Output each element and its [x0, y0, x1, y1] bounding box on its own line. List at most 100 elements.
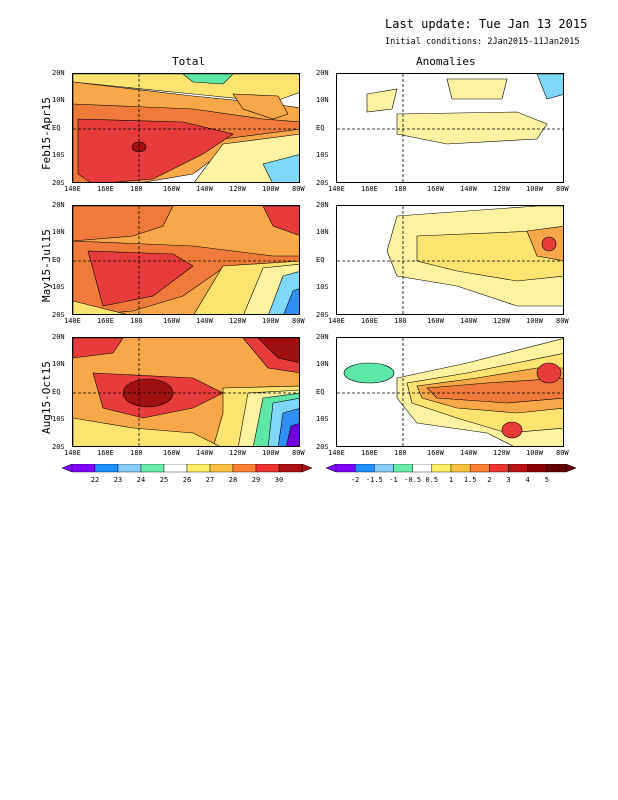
lat-tick-label: 10N: [52, 96, 65, 104]
colorbar-swatch: [117, 464, 142, 473]
lat-tick-label: 10N: [316, 360, 329, 368]
lat-tick-label: EQ: [316, 256, 325, 264]
lon-tick-label: 100W: [262, 449, 279, 457]
warm-pool-core: [131, 141, 147, 153]
lat-tick-label: 20S: [316, 179, 329, 187]
lat-tick-label: 20N: [316, 333, 329, 341]
colorbar-label: 29: [251, 476, 261, 484]
map-total-feb-apr: [72, 73, 300, 183]
contour-22-east: [286, 423, 299, 446]
lon-tick-label: 100W: [526, 449, 543, 457]
colorbar-swatch: [546, 464, 567, 473]
lon-tick-label: 100W: [262, 317, 279, 325]
column-title-total: Total: [172, 55, 206, 68]
lon-tick-label: 140W: [460, 185, 477, 193]
lon-tick-label: 180: [394, 449, 407, 457]
colorbar-label: 1.5: [463, 476, 477, 484]
lon-tick-label: 80W: [292, 185, 305, 193]
lon-tick-label: 140W: [460, 449, 477, 457]
lat-tick-label: 20S: [316, 443, 329, 451]
colorbar-swatch: [335, 464, 356, 473]
colorbar-arrow-left: [326, 464, 337, 473]
lon-tick-label: 120W: [493, 449, 510, 457]
colorbar-swatch: [489, 464, 509, 473]
lon-tick-label: 180: [394, 317, 407, 325]
contour-29: [77, 118, 234, 182]
anom-3-south: [501, 421, 523, 439]
colorbar-label: -0.5: [404, 476, 422, 484]
contour-29-north: [73, 206, 174, 242]
colorbar-label: 1: [448, 476, 454, 484]
lon-tick-label: 80W: [556, 449, 569, 457]
lon-tick-label: 160W: [163, 449, 180, 457]
colorbar-arrow-right: [301, 464, 312, 473]
lon-tick-label: 140E: [64, 317, 81, 325]
lon-tick-label: 180: [130, 185, 143, 193]
map-total-may-jul: [72, 205, 300, 315]
colorbar-swatch: [71, 464, 96, 473]
initial-conditions-text: Initial conditions: 2Jan2015-11Jan2015: [385, 37, 580, 47]
lon-tick-label: 120W: [229, 449, 246, 457]
east-warm-patch: [232, 93, 289, 120]
lon-tick-label: 120W: [229, 317, 246, 325]
lon-tick-label: 160E: [97, 317, 114, 325]
lon-tick-label: 140E: [64, 185, 81, 193]
lon-tick-label: 80W: [292, 449, 305, 457]
lat-tick-label: 10S: [316, 151, 329, 159]
lon-tick-label: 160E: [97, 449, 114, 457]
map-anomalies-may-jul: [336, 205, 564, 315]
lon-tick-label: 160W: [427, 449, 444, 457]
anom-patch-west: [366, 88, 398, 113]
nw-warm-patch: [73, 338, 124, 359]
lat-tick-label: 20N: [52, 201, 65, 209]
south-yellow: [73, 417, 220, 446]
lat-tick-label: 20N: [52, 69, 65, 77]
lon-tick-label: 160E: [361, 185, 378, 193]
map-anomalies-feb-apr: [336, 73, 564, 183]
anom-cool-west: [343, 362, 395, 384]
lon-tick-label: 140W: [196, 185, 213, 193]
colorbar-label: -1.5: [365, 476, 383, 484]
colorbar-swatch: [140, 464, 165, 473]
colorbar-swatch: [94, 464, 119, 473]
lat-tick-label: EQ: [52, 124, 61, 132]
colorbar-swatch: [232, 464, 257, 473]
lat-tick-label: 10S: [316, 415, 329, 423]
lon-tick-label: 160W: [427, 185, 444, 193]
colorbar-swatch: [508, 464, 528, 473]
lon-tick-label: 160W: [163, 317, 180, 325]
row-label-may-jul: May15-Jul15: [40, 229, 53, 302]
lat-tick-label: 10S: [52, 283, 65, 291]
row-label-aug-oct: Aug15-Oct15: [40, 361, 53, 434]
colorbar-label: 30: [274, 476, 284, 484]
contour-24-south: [262, 154, 299, 182]
colorbar-swatch: [278, 464, 303, 473]
lat-tick-label: 20N: [316, 69, 329, 77]
lat-tick-label: 20N: [316, 201, 329, 209]
lon-tick-label: 160E: [361, 317, 378, 325]
last-update-text: Last update: Tue Jan 13 2015: [385, 17, 588, 31]
lon-tick-label: 180: [130, 317, 143, 325]
row-label-feb-apr: Feb15-Apr15: [40, 97, 53, 170]
lon-tick-label: 120W: [493, 317, 510, 325]
colorbar-swatch: [431, 464, 452, 473]
lon-tick-label: 100W: [526, 185, 543, 193]
lon-tick-label: 160W: [427, 317, 444, 325]
lat-tick-label: EQ: [316, 124, 325, 132]
lon-tick-label: 80W: [292, 317, 305, 325]
colorbar-swatch: [412, 464, 433, 473]
anom-3-core: [536, 362, 562, 384]
colorbar-label: 22: [90, 476, 100, 484]
lat-tick-label: 20S: [316, 311, 329, 319]
colorbar-arrow-right: [565, 464, 576, 473]
lon-tick-label: 160E: [97, 185, 114, 193]
contour-25: [182, 74, 234, 85]
anom-patch-north: [446, 78, 508, 100]
contour-30: [87, 250, 194, 307]
lat-tick-label: 10N: [52, 228, 65, 236]
colorbar-label: -1: [389, 476, 398, 484]
lat-tick-label: 20S: [52, 311, 65, 319]
colorbar-label: 4: [525, 476, 530, 484]
colorbar-swatch: [163, 464, 188, 473]
colorbar-total: [62, 464, 312, 473]
